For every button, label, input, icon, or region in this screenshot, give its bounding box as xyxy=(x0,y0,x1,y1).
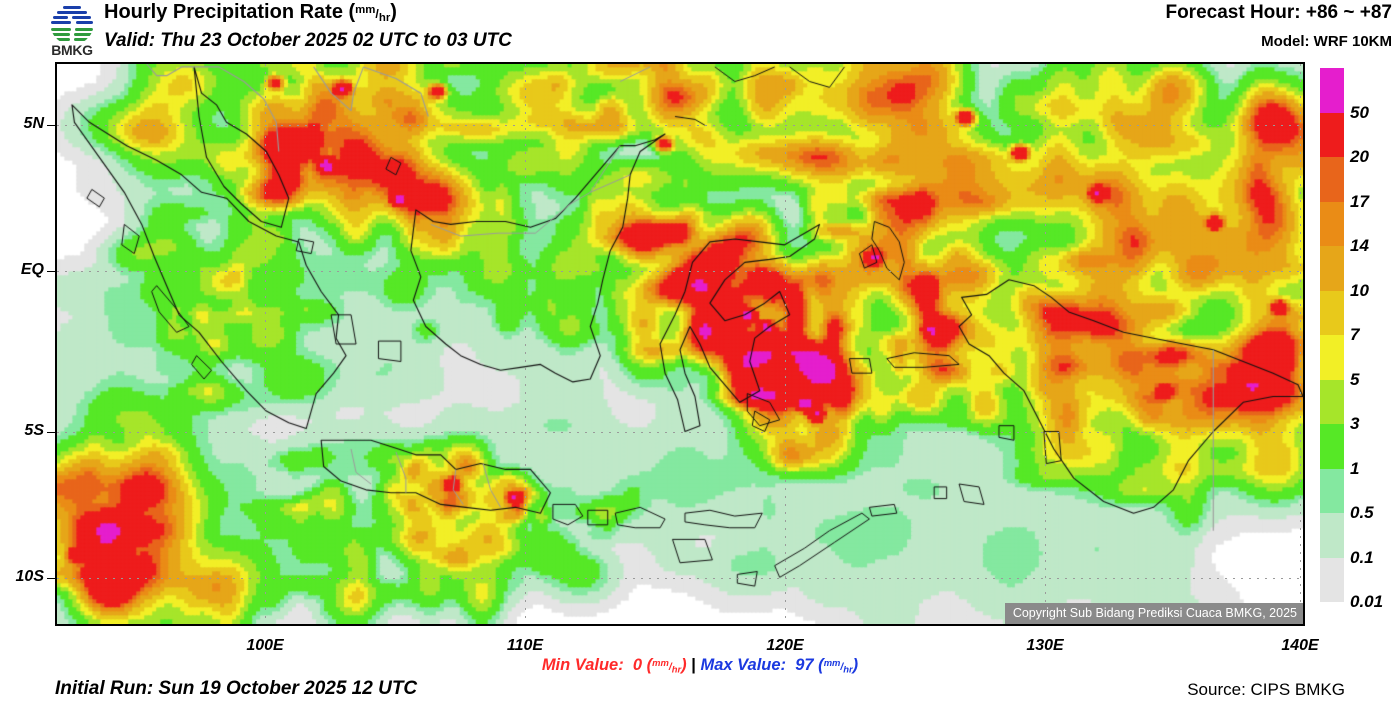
precipitation-map: Copyright Sub Bidang Prediksi Cuaca BMKG… xyxy=(55,62,1305,626)
precipitation-map-canvas xyxy=(57,64,1303,624)
forecast-hour-label: Forecast Hour: +86 ~ +87 xyxy=(1165,2,1392,23)
colorbar-band xyxy=(1320,513,1344,558)
latitude-tick-label: 5N xyxy=(23,115,44,132)
latitude-tick-label: 10S xyxy=(15,568,44,585)
latitude-tick-label: 5S xyxy=(24,422,44,439)
colorbar-tick-label: 10 xyxy=(1350,280,1369,300)
max-unit-den: hr xyxy=(843,663,853,675)
colorbar-tick-label: 14 xyxy=(1350,236,1369,255)
model-label: Model: WRF 10KM xyxy=(1261,33,1392,50)
colorbar-band xyxy=(1320,379,1344,424)
colorbar xyxy=(1320,68,1344,602)
latitude-tick-mark xyxy=(47,578,55,579)
min-value-number: 0 xyxy=(632,656,643,674)
min-value-label: Min Value: xyxy=(541,656,624,674)
longitude-tick-label: 130E xyxy=(1026,637,1064,654)
colorbar-band xyxy=(1320,424,1344,469)
minmax-values: Min Value: 0 (mm/hr) | Max Value: 97 (mm… xyxy=(0,656,1400,675)
colorbar-band xyxy=(1320,290,1344,335)
colorbar-tick-label: 20 xyxy=(1350,147,1369,166)
colorbar-band xyxy=(1320,557,1344,602)
copyright-watermark: Copyright Sub Bidang Prediksi Cuaca BMKG… xyxy=(1004,603,1303,624)
colorbar-band xyxy=(1320,201,1344,246)
page-title-text: Hourly Precipitation Rate ( xyxy=(104,1,356,23)
title-unit-numerator: mm xyxy=(355,3,376,16)
colorbar-tick-label: 3 xyxy=(1350,414,1360,433)
colorbar-tick-label: 50 xyxy=(1350,102,1369,122)
latitude-tick-mark xyxy=(47,125,55,126)
longitude-tick-label: 100E xyxy=(246,637,284,654)
colorbar-tick-label: 0.01 xyxy=(1350,592,1384,611)
max-unit: mm/hr xyxy=(823,656,853,675)
colorbar-band xyxy=(1320,68,1344,113)
colorbar-tick-label: 7 xyxy=(1350,325,1360,344)
min-unit-den: hr xyxy=(671,663,682,675)
min-unit-num: mm xyxy=(652,656,669,668)
max-value-label: Max Value: xyxy=(700,656,787,674)
min-unit: mm/hr xyxy=(652,656,682,675)
title-unit: mm/hr xyxy=(355,3,391,24)
colorbar-tick-label: 17 xyxy=(1350,191,1369,211)
max-value-group: Max Value: 97 (mm/hr) xyxy=(700,656,859,675)
bmkg-logo-circle xyxy=(50,1,94,45)
colorbar-band xyxy=(1320,112,1344,157)
page-header: BMKG Hourly Precipitation Rate (mm/hr) V… xyxy=(0,0,1400,60)
colorbar-tick-label: 0.5 xyxy=(1350,503,1374,522)
min-value-group: Min Value: 0 (mm/hr) xyxy=(541,656,687,675)
page-title-close: ) xyxy=(390,1,397,23)
initial-run-label: Initial Run: Sun 19 October 2025 12 UTC xyxy=(55,678,418,699)
minmax-separator: | xyxy=(691,656,696,674)
bmkg-logo-text: BMKG xyxy=(51,42,93,58)
colorbar-band xyxy=(1320,157,1344,202)
latitude-tick-mark xyxy=(47,432,55,433)
colorbar-band xyxy=(1320,246,1344,291)
longitude-tick-label: 120E xyxy=(766,637,804,654)
bmkg-logo: BMKG xyxy=(44,1,100,59)
valid-time-label: Valid: Thu 23 October 2025 02 UTC to 03 … xyxy=(104,30,512,51)
title-unit-denominator: hr xyxy=(378,11,391,24)
colorbar-tick-label: 1 xyxy=(1350,458,1360,478)
colorbar-tick-label: 5 xyxy=(1350,369,1360,389)
colorbar-tick-label: 0.1 xyxy=(1350,547,1374,567)
page-title: Hourly Precipitation Rate (mm/hr) xyxy=(104,1,397,24)
colorbar-band xyxy=(1320,335,1344,380)
colorbar-band xyxy=(1320,468,1344,513)
longitude-tick-label: 140E xyxy=(1281,637,1319,654)
max-value-number: 97 xyxy=(795,656,814,674)
latitude-tick-label: EQ xyxy=(20,261,44,278)
source-label: Source: CIPS BMKG xyxy=(1187,680,1345,699)
latitude-tick-mark xyxy=(47,271,55,272)
max-unit-num: mm xyxy=(823,656,841,668)
longitude-tick-label: 110E xyxy=(506,637,544,654)
